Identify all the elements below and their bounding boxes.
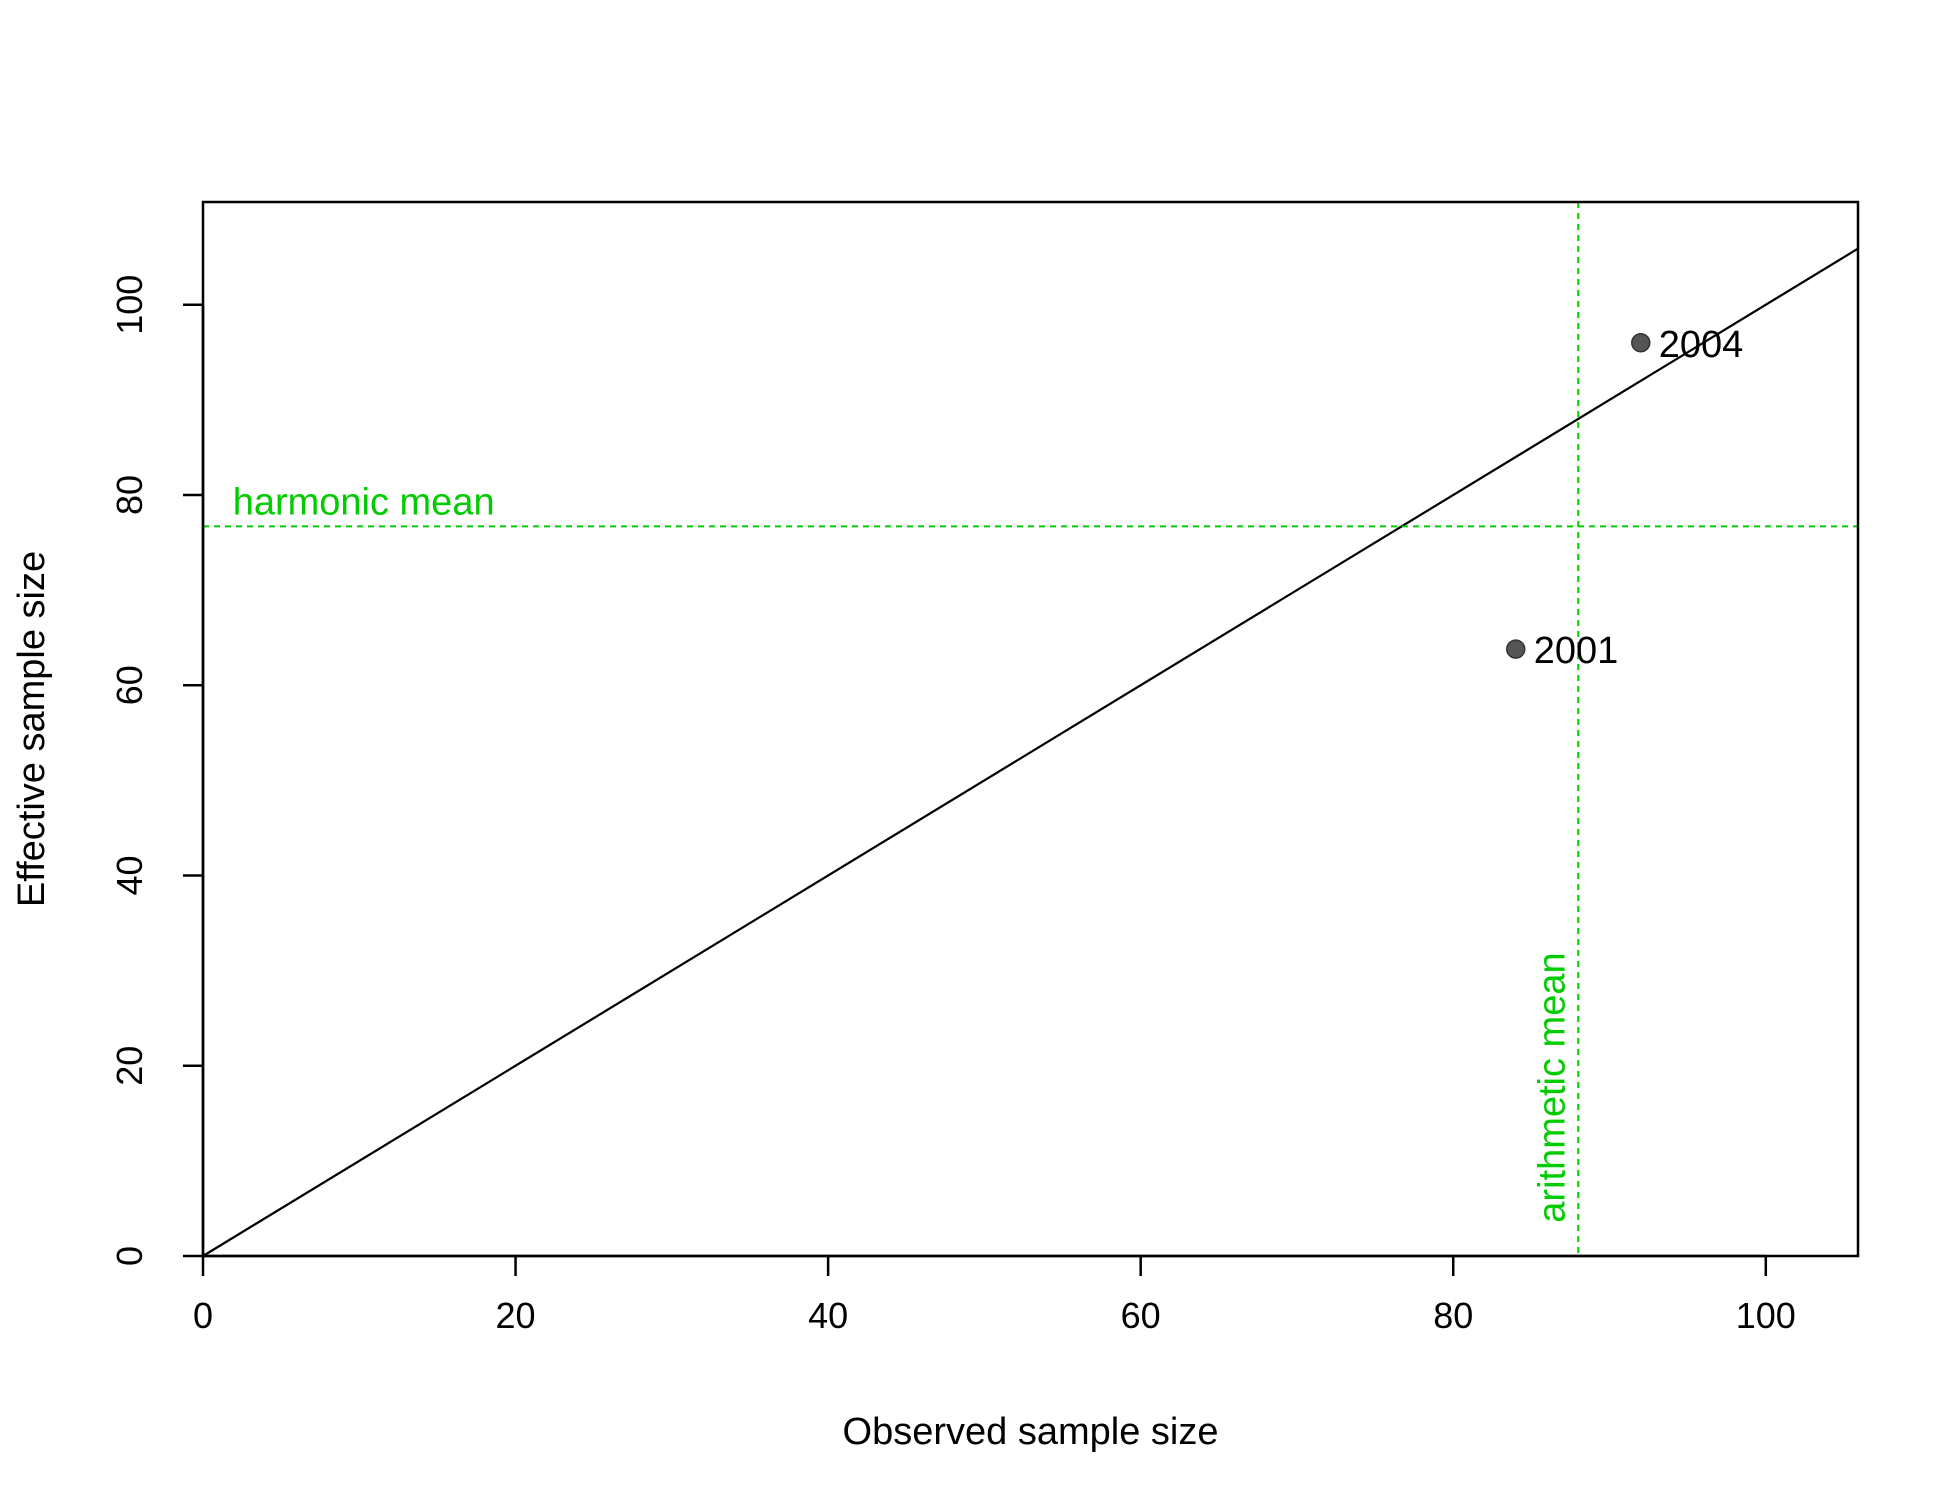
x-axis-title: Observed sample size: [843, 1411, 1219, 1453]
x-tick-label: 20: [496, 1295, 536, 1336]
y-tick-label: 60: [109, 665, 150, 705]
identity-line: [202, 247, 1859, 1257]
y-axis-title: Effective sample size: [11, 551, 53, 907]
arithmetic-mean-label: arithmetic mean: [1531, 952, 1573, 1222]
y-tick-label: 0: [109, 1246, 150, 1266]
data-point-label: 2001: [1534, 630, 1619, 672]
data-point: [1631, 333, 1651, 353]
x-tick-label: 100: [1736, 1295, 1796, 1336]
data-point-label: 2004: [1659, 324, 1744, 366]
x-tick-label: 80: [1433, 1295, 1473, 1336]
x-tick-label: 60: [1121, 1295, 1161, 1336]
y-tick-label: 80: [109, 475, 150, 515]
y-tick-label: 40: [109, 855, 150, 895]
harmonic-mean-label: harmonic mean: [233, 481, 495, 523]
x-tick-label: 40: [808, 1295, 848, 1336]
x-tick-label: 0: [193, 1295, 213, 1336]
y-tick-label: 20: [109, 1046, 150, 1086]
y-tick-label: 100: [109, 275, 150, 335]
plot-frame: [201, 200, 1860, 1258]
plot-area: harmonic mean arithmetic mean 2001 2004: [202, 202, 1859, 1257]
y-axis: 0 20 40 60 80 100: [109, 275, 205, 1266]
x-axis: 0 20 40 60 80 100: [193, 1254, 1796, 1336]
data-point: [1505, 639, 1526, 659]
